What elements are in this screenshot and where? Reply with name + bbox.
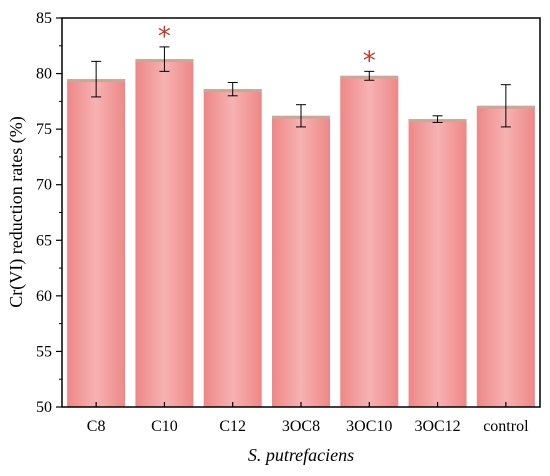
- x-tick-label-control: control: [483, 418, 529, 435]
- x-tick-label-3OC12: 3OC12: [414, 418, 460, 435]
- y-axis-title: Cr(VI) reduction rates (%): [6, 116, 27, 307]
- bar-C12: [203, 89, 262, 407]
- y-tick-label-55: 55: [36, 343, 52, 360]
- x-tick-label-3OC10: 3OC10: [346, 418, 392, 435]
- x-axis-title: S. putrefaciens: [248, 445, 354, 465]
- bar-3OC10: [340, 75, 399, 408]
- y-tick-label-65: 65: [36, 232, 52, 249]
- y-axis: 50 55 60 65 70 75 80 85: [36, 10, 62, 416]
- x-axis: C8 C10 C12 3OC8 3OC10 3OC12 control: [87, 402, 529, 435]
- bars-layer: [67, 59, 535, 408]
- y-tick-label-75: 75: [36, 121, 52, 138]
- y-tick-label-50: 50: [36, 399, 52, 416]
- bar-C10: [135, 59, 194, 407]
- x-tick-label-3OC8: 3OC8: [282, 418, 320, 435]
- significance-markers-layer: **: [158, 22, 376, 76]
- bar-3OC12: [408, 119, 467, 407]
- y-tick-label-70: 70: [36, 177, 52, 194]
- x-tick-label-C12: C12: [219, 418, 246, 435]
- x-tick-label-C8: C8: [87, 418, 106, 435]
- bar-control: [476, 105, 535, 407]
- bar-C8: [67, 79, 126, 407]
- error-bars-layer: [91, 46, 511, 128]
- x-tick-label-C10: C10: [151, 418, 178, 435]
- bar-3OC8: [272, 115, 330, 407]
- y-tick-label-60: 60: [36, 288, 52, 305]
- significance-marker-C10: *: [158, 22, 171, 52]
- y-tick-label-80: 80: [36, 66, 52, 83]
- significance-marker-3OC10: *: [363, 46, 376, 76]
- y-tick-label-85: 85: [36, 10, 52, 27]
